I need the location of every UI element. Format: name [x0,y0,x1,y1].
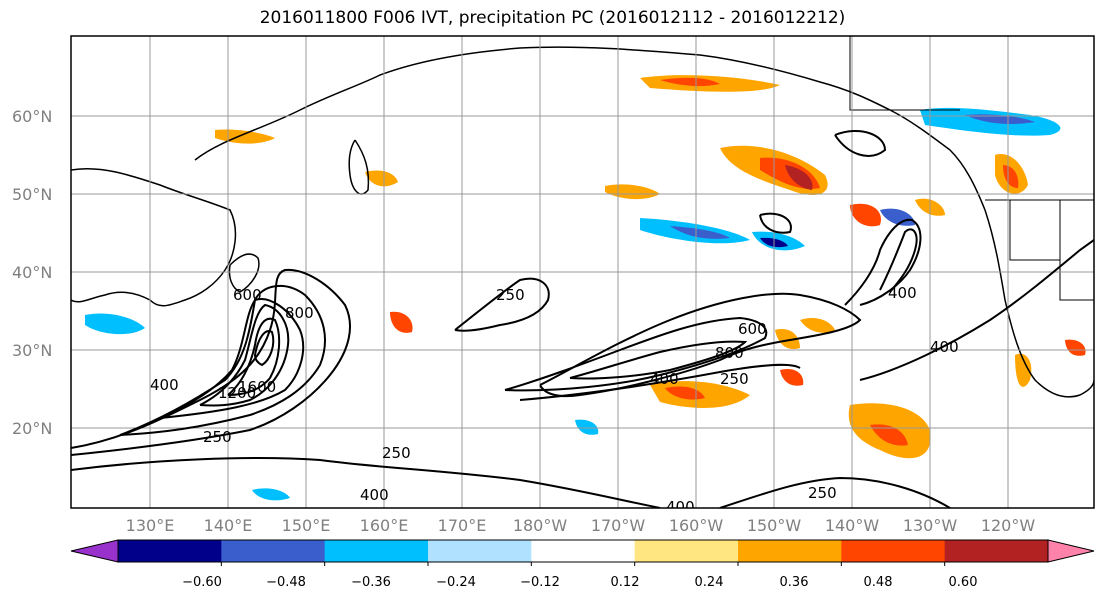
colorbar-tick-label: −0.24 [436,575,476,590]
lon-label: 120°W [981,516,1036,535]
map-frame [70,35,1095,509]
lon-label: 140°W [825,516,880,535]
lat-label: 20°N [12,419,52,438]
contour-label: 400 [360,486,389,504]
longitude-labels: 130°E 140°E 150°E 160°E 170°E 180°W 170°… [126,516,1036,535]
colorbar-tick-label: −0.12 [520,575,560,590]
colorbar-segment [841,540,946,562]
colorbar-tick-label: 0.60 [949,575,978,590]
colorbar-extension-max [1047,539,1095,563]
colorbar-segment [634,540,739,562]
colorbar-tick-labels: −0.60 −0.48 −0.36 −0.24 −0.12 0.12 0.24 … [182,575,977,590]
colorbar-outline [117,539,1049,563]
lat-label: 60°N [12,107,52,126]
contour-label: 1200 [218,384,256,402]
contour-label: 400 [888,284,917,302]
contour-label: 600 [738,320,767,338]
lon-label: 150°W [747,516,802,535]
lat-label: 30°N [12,341,52,360]
contour-label: 250 [203,428,232,446]
lat-label: 40°N [12,263,52,282]
contour-label: 250 [496,286,525,304]
colorbar-tick-label: −0.36 [351,575,391,590]
colorbar-tick-label: 0.12 [611,575,640,590]
map-title: 2016011800 F006 IVT, precipitation PC (2… [259,8,846,28]
lon-label: 130°W [903,516,958,535]
colorbar-segment [428,540,532,562]
gridlines [71,36,1094,508]
political-borders [849,36,1094,301]
contour-label: 400 [666,498,695,516]
contour-label: 400 [650,370,679,388]
contour-label: 1600 [238,378,276,396]
ivt-contours [71,130,1094,508]
latitude-labels: 60°N 50°N 40°N 30°N 20°N [12,107,52,438]
colorbar-segment [324,540,429,562]
colorbar-tick-label: 0.24 [695,575,724,590]
lon-label: 130°E [126,516,175,535]
colorbar-tick-label: −0.48 [266,575,306,590]
contour-label: 800 [715,344,744,362]
colorbar-extension-min [70,539,119,563]
colorbar-segment [221,540,326,562]
contour-labels: 250 400 600 800 1200 1600 250 250 400 60… [150,284,959,516]
colorbar-segment [738,540,842,562]
colorbar-segment [118,540,222,562]
contour-label: 250 [808,484,837,502]
colorbar-tick-label: −0.60 [182,575,222,590]
colorbar-tick-label: 0.36 [780,575,809,590]
lon-label: 140°E [204,516,253,535]
colorbar-segment [531,540,636,562]
lon-label: 180°W [513,516,568,535]
contour-label: 250 [382,444,411,462]
colorbar [70,539,1095,566]
precip-shading [85,75,1086,501]
lon-label: 170°W [591,516,646,535]
colorbar-segment [944,540,1049,562]
lon-label: 170°E [438,516,487,535]
contour-label: 800 [285,304,314,322]
contour-label: 600 [233,286,262,304]
map-area: 250 400 600 800 1200 1600 250 250 400 60… [71,36,1094,516]
contour-label: 250 [720,370,749,388]
lat-label: 50°N [12,185,52,204]
contour-label: 400 [930,338,959,356]
contour-label: 400 [150,376,179,394]
lon-label: 150°E [282,516,331,535]
lon-label: 160°W [669,516,724,535]
coastlines [71,46,1094,398]
colorbar-tick-label: 0.48 [864,575,893,590]
lon-label: 160°E [360,516,409,535]
